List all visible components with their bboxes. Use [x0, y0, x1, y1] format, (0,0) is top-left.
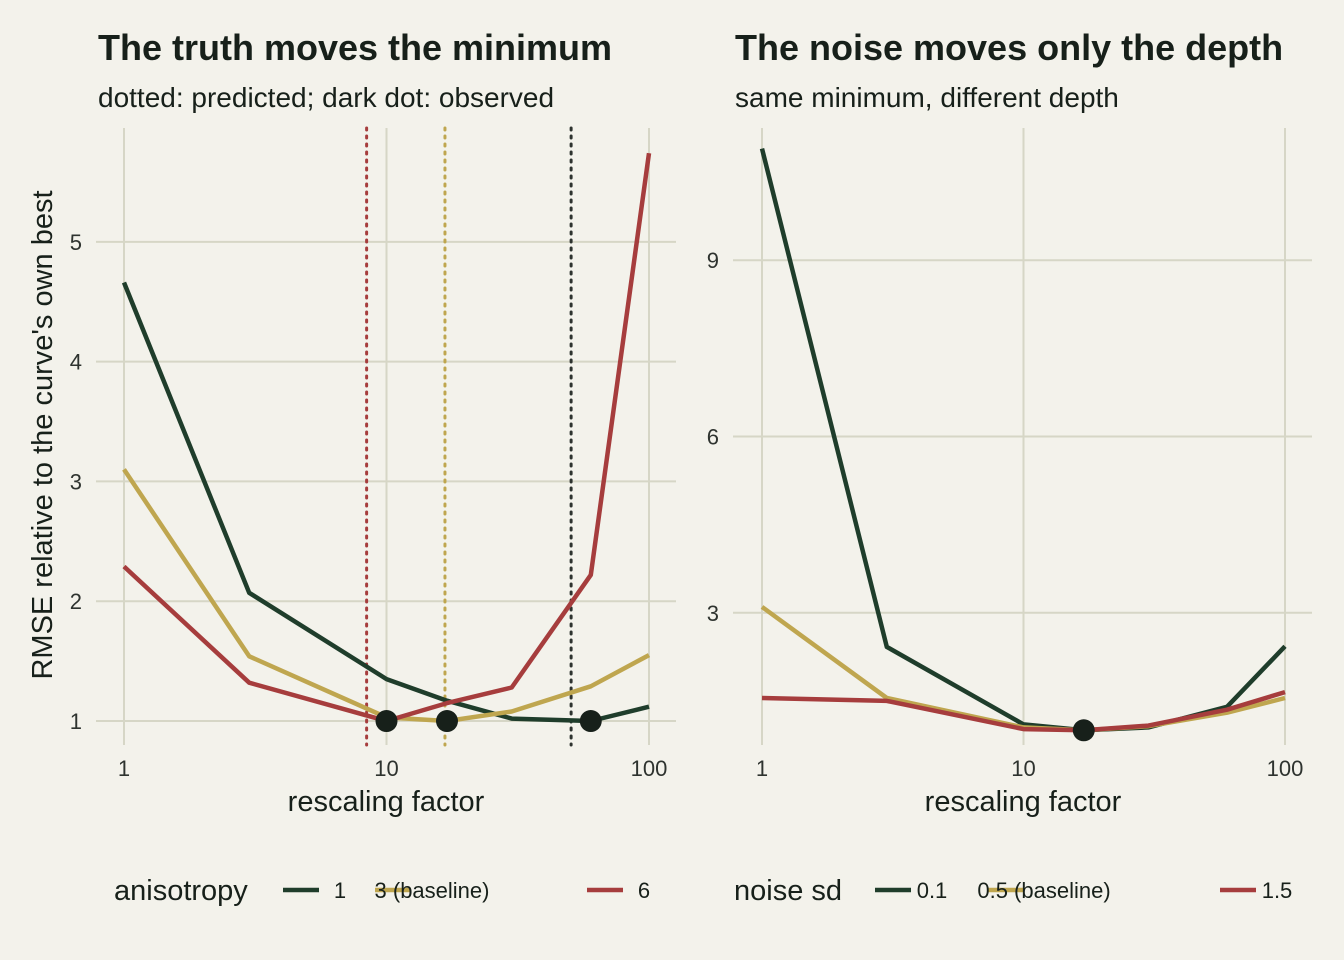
right-x-tick-label: 10 [1011, 756, 1035, 781]
left-y-axis-label: RMSE relative to the curve's own best [27, 190, 59, 679]
left-y-tick-label: 2 [70, 589, 82, 614]
right-grid [733, 128, 1312, 745]
right-x-tick-label: 100 [1267, 756, 1304, 781]
left-y-tick-label: 1 [70, 709, 82, 734]
left-x-tick-label: 100 [631, 756, 668, 781]
left-predicted-lines [365, 126, 573, 747]
left-grid [96, 128, 676, 745]
left-x-axis-label: rescaling factor [288, 786, 485, 818]
right-y-tick-label: 6 [707, 425, 719, 450]
right-legend-label-2: 1.5 [1262, 878, 1293, 903]
left-tick-labels: 1 2 3 4 5 1 10 100 [70, 230, 668, 781]
left-legend-label-0: 1 [334, 878, 346, 903]
left-observed-min-point [375, 710, 398, 733]
right-observed-min-point [1072, 719, 1095, 742]
left-y-tick-label: 5 [70, 230, 82, 255]
right-chart-title: The noise moves only the depth [735, 27, 1283, 68]
right-y-tick-label: 3 [707, 601, 719, 626]
right-y-tick-label: 9 [707, 248, 719, 273]
left-legend-title: anisotropy [114, 875, 248, 907]
left-y-tick-label: 4 [70, 350, 82, 375]
left-y-tick-label: 3 [70, 469, 82, 494]
left-observed-min-point [435, 710, 458, 733]
left-legend-label-2: 6 [638, 878, 650, 903]
left-chart-subtitle: dotted: predicted; dark dot: observed [98, 82, 554, 113]
left-x-tick-label: 10 [374, 756, 398, 781]
right-legend-title: noise sd [734, 875, 842, 907]
right-x-tick-label: 1 [756, 756, 768, 781]
right-observed-minima [1072, 719, 1095, 742]
right-x-axis-label: rescaling factor [925, 786, 1122, 818]
right-tick-labels: 3 6 9 1 10 100 [707, 248, 1304, 781]
left-x-tick-label: 1 [118, 756, 130, 781]
right-legend: noise sd 0.1 0.5 (baseline) 1.5 [734, 875, 1292, 907]
left-chart-title: The truth moves the minimum [98, 27, 612, 68]
right-legend-label-1: 0.5 (baseline) [977, 878, 1110, 903]
left-legend: anisotropy 1 3 (baseline) 6 [114, 875, 650, 907]
right-legend-label-0: 0.1 [917, 878, 948, 903]
right-panel: The noise moves only the depth same mini… [707, 27, 1312, 907]
left-observed-minima [375, 710, 602, 733]
left-legend-label-1: 3 (baseline) [375, 878, 490, 903]
left-panel: The truth moves the minimum dotted: pred… [27, 27, 676, 907]
left-series-line-2 [122, 152, 652, 724]
left-observed-min-point [579, 710, 602, 733]
right-chart-subtitle: same minimum, different depth [735, 82, 1119, 113]
